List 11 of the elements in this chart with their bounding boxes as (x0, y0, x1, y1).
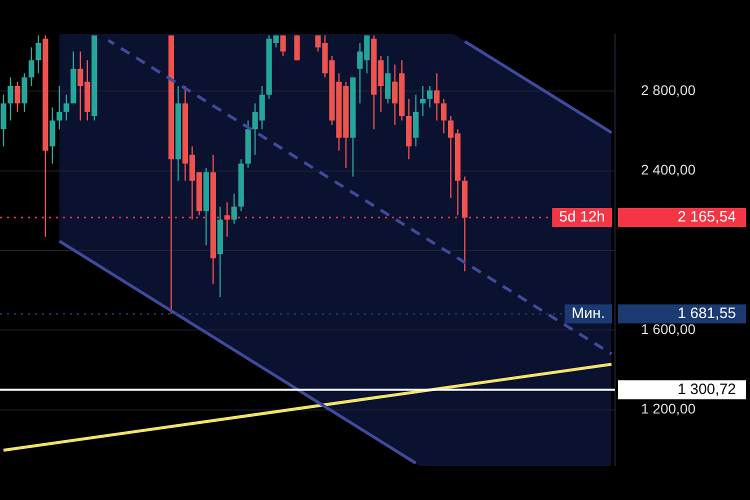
candlestick (420, 86, 426, 116)
candlestick (224, 202, 230, 237)
y-tick-label: 2 400,00 (641, 162, 696, 178)
text: 1 300,72 (678, 380, 736, 398)
text: 2 165,54 (678, 208, 736, 226)
ref-line-label: 5d 12h (559, 208, 606, 226)
ref-line-label: Мин. (572, 305, 605, 322)
y-tick-label: 1 200,00 (641, 400, 696, 417)
y-tick-label: 1 600,00 (641, 321, 696, 338)
y-tick-label: 2 800,00 (641, 82, 696, 98)
text: 1 681,55 (678, 305, 736, 322)
